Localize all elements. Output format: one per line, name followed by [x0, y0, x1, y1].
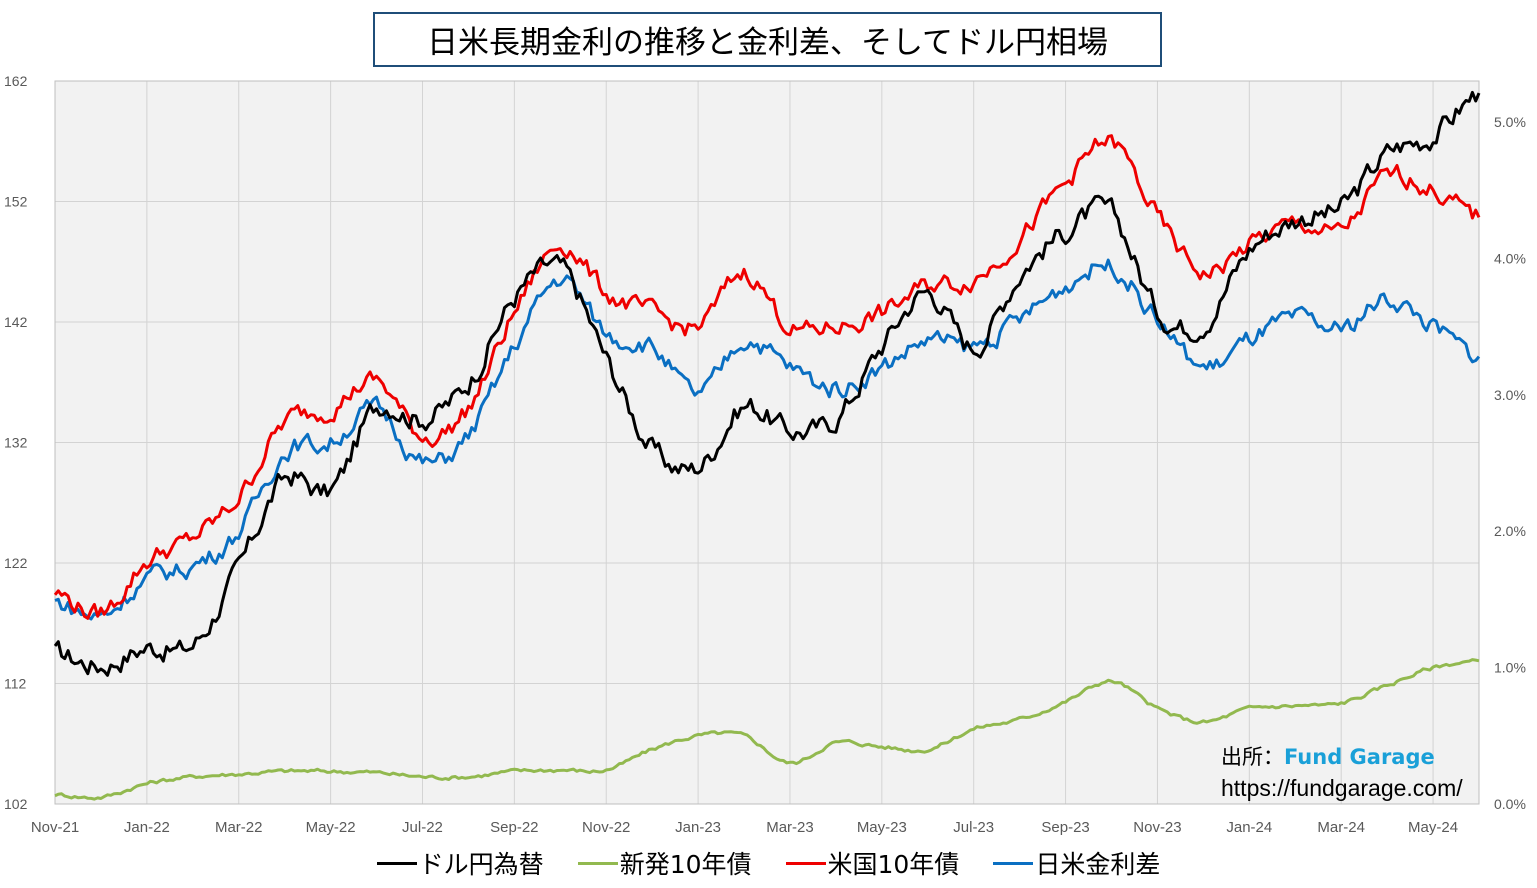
x-tick-label: Jan-24 [1226, 819, 1272, 836]
y-right-tick-label: 0.0% [1494, 796, 1526, 812]
x-tick-label: May-24 [1408, 819, 1458, 836]
legend-swatch-usdjpy [376, 861, 417, 865]
x-tick-label: May-23 [857, 819, 907, 836]
x-tick-label: Sep-22 [490, 819, 538, 836]
x-tick-label: Jul-23 [953, 819, 994, 836]
y-right-tick-label: 1.0% [1494, 660, 1526, 676]
legend-item-jgb10: 新発10年債 [577, 845, 752, 881]
series-line-ust10 [53, 134, 1481, 620]
x-tick-label: Nov-23 [1133, 819, 1181, 836]
y-left-tick-label: 142 [4, 314, 28, 330]
legend-swatch-ust10 [785, 861, 826, 865]
legend-label-usdjpy: ドル円為替 [418, 850, 544, 879]
legend-label-jgb10: 新発10年債 [619, 850, 752, 879]
x-tick-label: Mar-23 [766, 819, 814, 836]
chart-legend: ドル円為替 新発10年債 米国10年債 日米金利差 [0, 843, 1537, 883]
source-credit: 出所：Fund Garage https://fundgarage.com/ [1221, 742, 1463, 804]
chart-title: 日米長期金利の推移と金利差、そしてドル円相場 [373, 12, 1162, 67]
x-tick-label: Mar-24 [1317, 819, 1365, 836]
legend-item-usdjpy: ドル円為替 [376, 845, 544, 881]
chart-title-text: 日米長期金利の推移と金利差、そしてドル円相場 [426, 25, 1109, 61]
source-line: 出所：Fund Garage [1221, 742, 1463, 773]
legend-swatch-jgb10 [577, 861, 618, 865]
legend-swatch-spread [993, 861, 1034, 865]
y-right-tick-label: 3.0% [1494, 387, 1526, 403]
legend-item-spread: 日米金利差 [993, 845, 1160, 881]
legend-label-ust10: 米国10年債 [827, 850, 960, 879]
series-layer [53, 90, 1481, 801]
y-left-tick-label: 152 [4, 194, 28, 210]
x-tick-label: Sep-23 [1041, 819, 1089, 836]
x-tick-label: Mar-22 [215, 819, 263, 836]
series-line-usdjpy [53, 90, 1481, 677]
y-left-tick-label: 102 [4, 796, 28, 812]
series-line-spread [54, 258, 1481, 621]
x-tick-label: Nov-21 [31, 819, 79, 836]
plot-border [54, 80, 1480, 805]
y-right-tick-label: 5.0% [1494, 114, 1526, 130]
x-tick-label: Jan-23 [675, 819, 721, 836]
y-right-tick-label: 4.0% [1494, 250, 1526, 266]
legend-label-spread: 日米金利差 [1035, 850, 1161, 879]
x-tick-label: Nov-22 [582, 819, 630, 836]
x-tick-label: May-22 [306, 819, 356, 836]
y-left-tick-label: 162 [4, 73, 28, 89]
legend-item-ust10: 米国10年債 [785, 845, 960, 881]
y-left-tick-label: 122 [4, 555, 28, 571]
x-tick-label: Jan-22 [124, 819, 170, 836]
axis-labels: 162 152 142 132 122 112 102 5.0% 4.0% 3.0% 2.0% 1.0… [4, 73, 1526, 836]
series-line-jgb10 [54, 658, 1480, 801]
y-left-tick-label: 132 [4, 435, 28, 451]
source-url: https://fundgarage.com/ [1221, 775, 1463, 801]
source-brand: Fund Garage [1284, 745, 1435, 769]
y-left-tick-label: 112 [4, 676, 27, 692]
y-right-tick-label: 2.0% [1494, 523, 1526, 539]
x-tick-label: Jul-22 [402, 819, 443, 836]
source-label: 出所： [1221, 745, 1284, 769]
